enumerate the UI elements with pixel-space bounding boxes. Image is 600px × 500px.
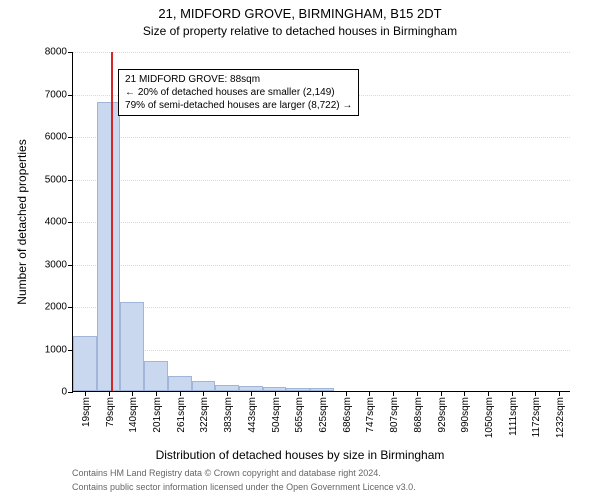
x-tick [559,391,560,396]
y-tick-label: 7000 [45,89,73,100]
histogram-bar [97,102,121,391]
annotation-box: 21 MIDFORD GROVE: 88sqm← 20% of detached… [118,69,359,116]
histogram-bar [310,388,334,391]
x-tick [393,391,394,396]
x-tick [109,391,110,396]
x-tick [535,391,536,396]
histogram-bar [192,381,216,391]
histogram-bar [168,376,192,391]
grid-line [73,137,570,138]
grid-line [73,180,570,181]
x-tick [488,391,489,396]
grid-line [73,222,570,223]
x-tick [464,391,465,396]
x-tick-label: 929sqm [437,397,448,433]
y-tick-label: 1000 [45,344,73,355]
x-axis-label: Distribution of detached houses by size … [0,448,600,462]
x-tick-label: 140sqm [128,397,139,433]
chart-title-sub: Size of property relative to detached ho… [0,24,600,38]
x-tick-label: 322sqm [199,397,210,433]
x-tick-label: 565sqm [294,397,305,433]
x-tick-label: 1050sqm [484,397,495,438]
x-tick-label: 19sqm [81,397,92,427]
x-tick [275,391,276,396]
x-tick [180,391,181,396]
x-tick-label: 1111sqm [508,397,519,436]
plot-area: 01000200030004000500060007000800019sqm79… [72,52,570,392]
annotation-line: ← 20% of detached houses are smaller (2,… [125,86,352,99]
y-tick-label: 3000 [45,259,73,270]
y-tick-label: 2000 [45,302,73,313]
x-tick [512,391,513,396]
y-tick-label: 4000 [45,217,73,228]
x-tick [441,391,442,396]
y-tick-label: 6000 [45,132,73,143]
x-tick [85,391,86,396]
x-tick-label: 625sqm [318,397,329,433]
y-axis-label: Number of detached properties [15,139,29,304]
x-tick [227,391,228,396]
x-tick-label: 868sqm [413,397,424,433]
histogram-bar [120,302,144,391]
x-tick-label: 201sqm [152,397,163,433]
x-tick [417,391,418,396]
annotation-line: 21 MIDFORD GROVE: 88sqm [125,73,352,86]
grid-line [73,265,570,266]
x-tick [132,391,133,396]
x-tick [203,391,204,396]
x-tick-label: 807sqm [389,397,400,433]
y-tick-label: 8000 [45,47,73,58]
y-tick-label: 5000 [45,174,73,185]
histogram-bar [239,386,263,391]
x-tick-label: 990sqm [460,397,471,433]
x-tick-label: 383sqm [223,397,234,433]
x-tick [346,391,347,396]
license-line-2: Contains public sector information licen… [72,482,416,492]
x-tick [251,391,252,396]
figure: 21, MIDFORD GROVE, BIRMINGHAM, B15 2DT S… [0,0,600,500]
x-tick [298,391,299,396]
x-tick-label: 1232sqm [555,397,566,438]
histogram-bar [286,388,310,391]
x-tick-label: 686sqm [342,397,353,433]
chart-title-main: 21, MIDFORD GROVE, BIRMINGHAM, B15 2DT [0,6,600,21]
histogram-bar [263,387,287,391]
license-line-1: Contains HM Land Registry data © Crown c… [72,468,381,478]
y-tick-label: 0 [61,387,73,398]
grid-line [73,52,570,53]
x-tick [322,391,323,396]
histogram-bar [73,336,97,391]
property-marker-line [111,52,113,391]
histogram-bar [144,361,168,391]
x-tick-label: 504sqm [271,397,282,433]
x-tick [156,391,157,396]
grid-line [73,350,570,351]
histogram-bar [215,385,239,391]
grid-line [73,307,570,308]
x-tick-label: 1172sqm [531,397,542,437]
annotation-line: 79% of semi-detached houses are larger (… [125,99,352,112]
x-tick-label: 747sqm [365,397,376,433]
x-tick-label: 261sqm [176,397,187,433]
x-tick [369,391,370,396]
x-tick-label: 79sqm [105,397,116,427]
x-tick-label: 443sqm [247,397,258,433]
